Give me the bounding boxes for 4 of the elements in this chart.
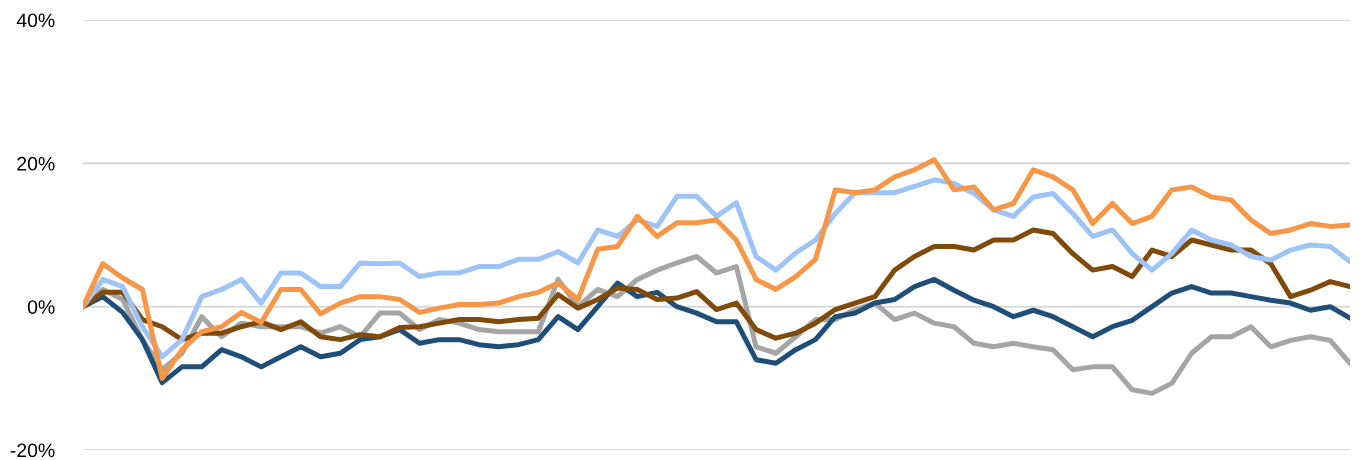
y-tick-label: 20% (17, 156, 55, 171)
y-tick-label: -20% (10, 443, 55, 458)
y-tick-label: 0% (27, 300, 55, 314)
y-tick-label: 40% (16, 13, 55, 28)
